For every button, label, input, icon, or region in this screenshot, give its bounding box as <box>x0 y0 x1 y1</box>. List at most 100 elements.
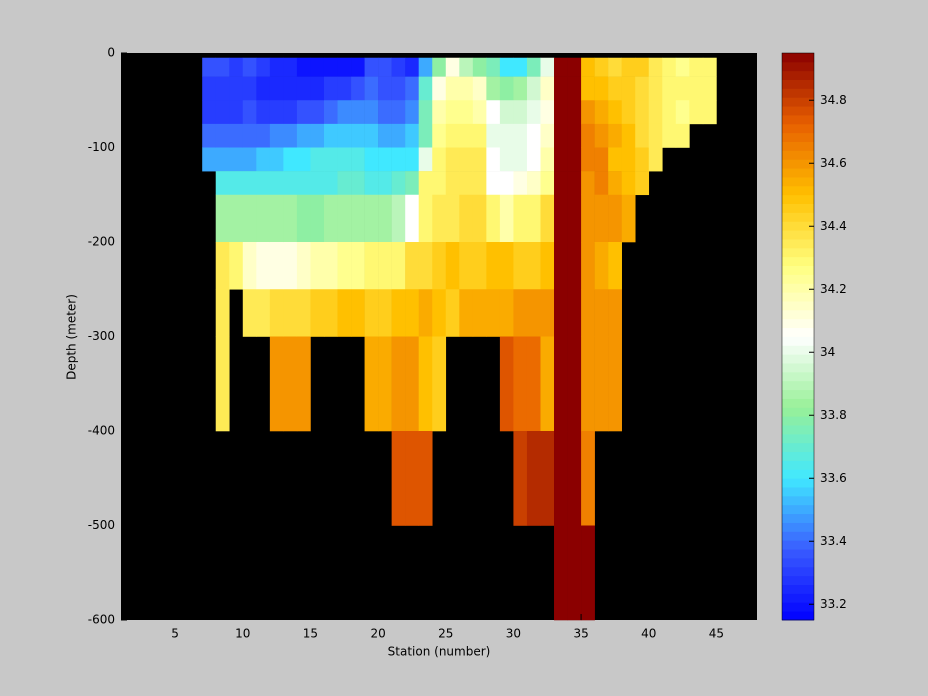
heat-cell <box>229 171 244 196</box>
colorbar-band <box>782 256 814 267</box>
heat-cell <box>405 123 420 148</box>
heat-cell <box>215 171 230 196</box>
heat-cell <box>472 123 487 148</box>
heat-cell <box>526 194 541 243</box>
heat-cell <box>581 289 595 337</box>
heat-cell <box>635 123 650 148</box>
colorbar-band <box>782 522 814 532</box>
heat-cell <box>702 76 717 101</box>
heat-cell <box>472 76 487 101</box>
heat-cell <box>229 194 244 243</box>
colorbar-band <box>782 212 814 222</box>
colorbar-band <box>782 309 814 320</box>
heat-cell <box>242 289 257 337</box>
heat-cell <box>459 57 474 77</box>
heat-cell <box>540 242 555 290</box>
heat-cell <box>283 336 298 432</box>
heat-cell <box>378 57 392 77</box>
heat-cell <box>594 100 609 125</box>
colorbar-band <box>782 371 814 382</box>
colorbar-band <box>782 363 814 373</box>
colorbar-band <box>782 123 814 134</box>
heat-cell <box>526 76 541 101</box>
heat-cell <box>689 57 704 77</box>
x-tick-label: 25 <box>438 627 453 641</box>
heat-cell <box>513 147 528 172</box>
heat-cell <box>242 171 257 196</box>
heat-cell <box>351 289 365 337</box>
heat-cell <box>526 242 541 290</box>
y-tick-label: -600 <box>88 613 115 627</box>
heat-cell <box>594 289 609 337</box>
heat-cell <box>337 123 352 148</box>
colorbar-band <box>782 398 814 408</box>
heat-cell <box>310 194 325 243</box>
heat-cell <box>432 336 447 432</box>
heat-cell <box>391 171 406 196</box>
colorbar-band <box>782 97 814 107</box>
heat-cell <box>526 147 541 172</box>
heat-cell <box>296 171 311 196</box>
heat-cell <box>472 171 487 196</box>
heat-cell <box>351 76 365 101</box>
heat-cell <box>364 289 379 337</box>
heat-cell <box>283 76 298 101</box>
colorbar-band <box>782 442 814 453</box>
heat-cell <box>269 147 284 172</box>
colorbar-tick-label: 34.2 <box>820 282 847 296</box>
heat-cell <box>486 242 501 290</box>
heat-cell <box>540 289 555 337</box>
heat-cell <box>581 431 595 526</box>
heat-cell <box>635 57 650 77</box>
colorbar-band <box>782 106 814 116</box>
heat-cell <box>432 100 447 125</box>
heat-cell <box>472 100 487 125</box>
heat-cell <box>581 242 595 290</box>
heat-cell <box>391 242 406 290</box>
heat-cell <box>323 289 338 337</box>
heat-cell <box>540 123 555 148</box>
heat-cell <box>459 242 474 290</box>
heat-cell <box>432 194 447 243</box>
heat-cell <box>513 123 528 148</box>
colorbar-band <box>782 292 814 302</box>
heat-cell <box>418 171 433 196</box>
heat-cell <box>513 194 528 243</box>
heat-cell <box>499 147 514 172</box>
colorbar-band <box>782 185 814 196</box>
heat-cell <box>662 57 677 77</box>
heat-cell <box>418 431 433 526</box>
heat-cell <box>581 100 595 125</box>
heat-cell <box>648 76 663 101</box>
colorbar-band <box>782 584 814 594</box>
heat-cell <box>581 76 595 101</box>
heat-cell <box>215 147 230 172</box>
colorbar-band <box>782 168 814 178</box>
heat-cell <box>432 289 447 337</box>
heat-cell <box>459 123 474 148</box>
colorbar-band <box>782 79 814 89</box>
y-tick-label: -200 <box>88 235 115 249</box>
heat-cell <box>675 123 690 148</box>
heat-cell <box>499 100 514 125</box>
heat-cell <box>608 147 622 172</box>
y-tick-label: -400 <box>88 424 115 438</box>
heat-cell <box>648 100 663 125</box>
heat-cell <box>486 171 501 196</box>
heat-cell <box>459 289 474 337</box>
heat-cell <box>608 289 622 337</box>
heat-cell <box>310 147 325 172</box>
heat-cell <box>296 123 311 148</box>
heat-cell <box>337 242 352 290</box>
heat-cell <box>256 123 271 148</box>
heat-cell <box>540 336 555 432</box>
heat-cell <box>662 123 677 148</box>
heat-cell <box>662 76 677 101</box>
heat-cell <box>418 57 433 77</box>
heat-cell <box>621 194 636 243</box>
colorbar-band <box>782 230 814 240</box>
colorbar-band <box>782 159 814 169</box>
heat-cell <box>269 336 284 432</box>
heat-cell <box>296 57 311 77</box>
heat-cell <box>499 171 514 196</box>
